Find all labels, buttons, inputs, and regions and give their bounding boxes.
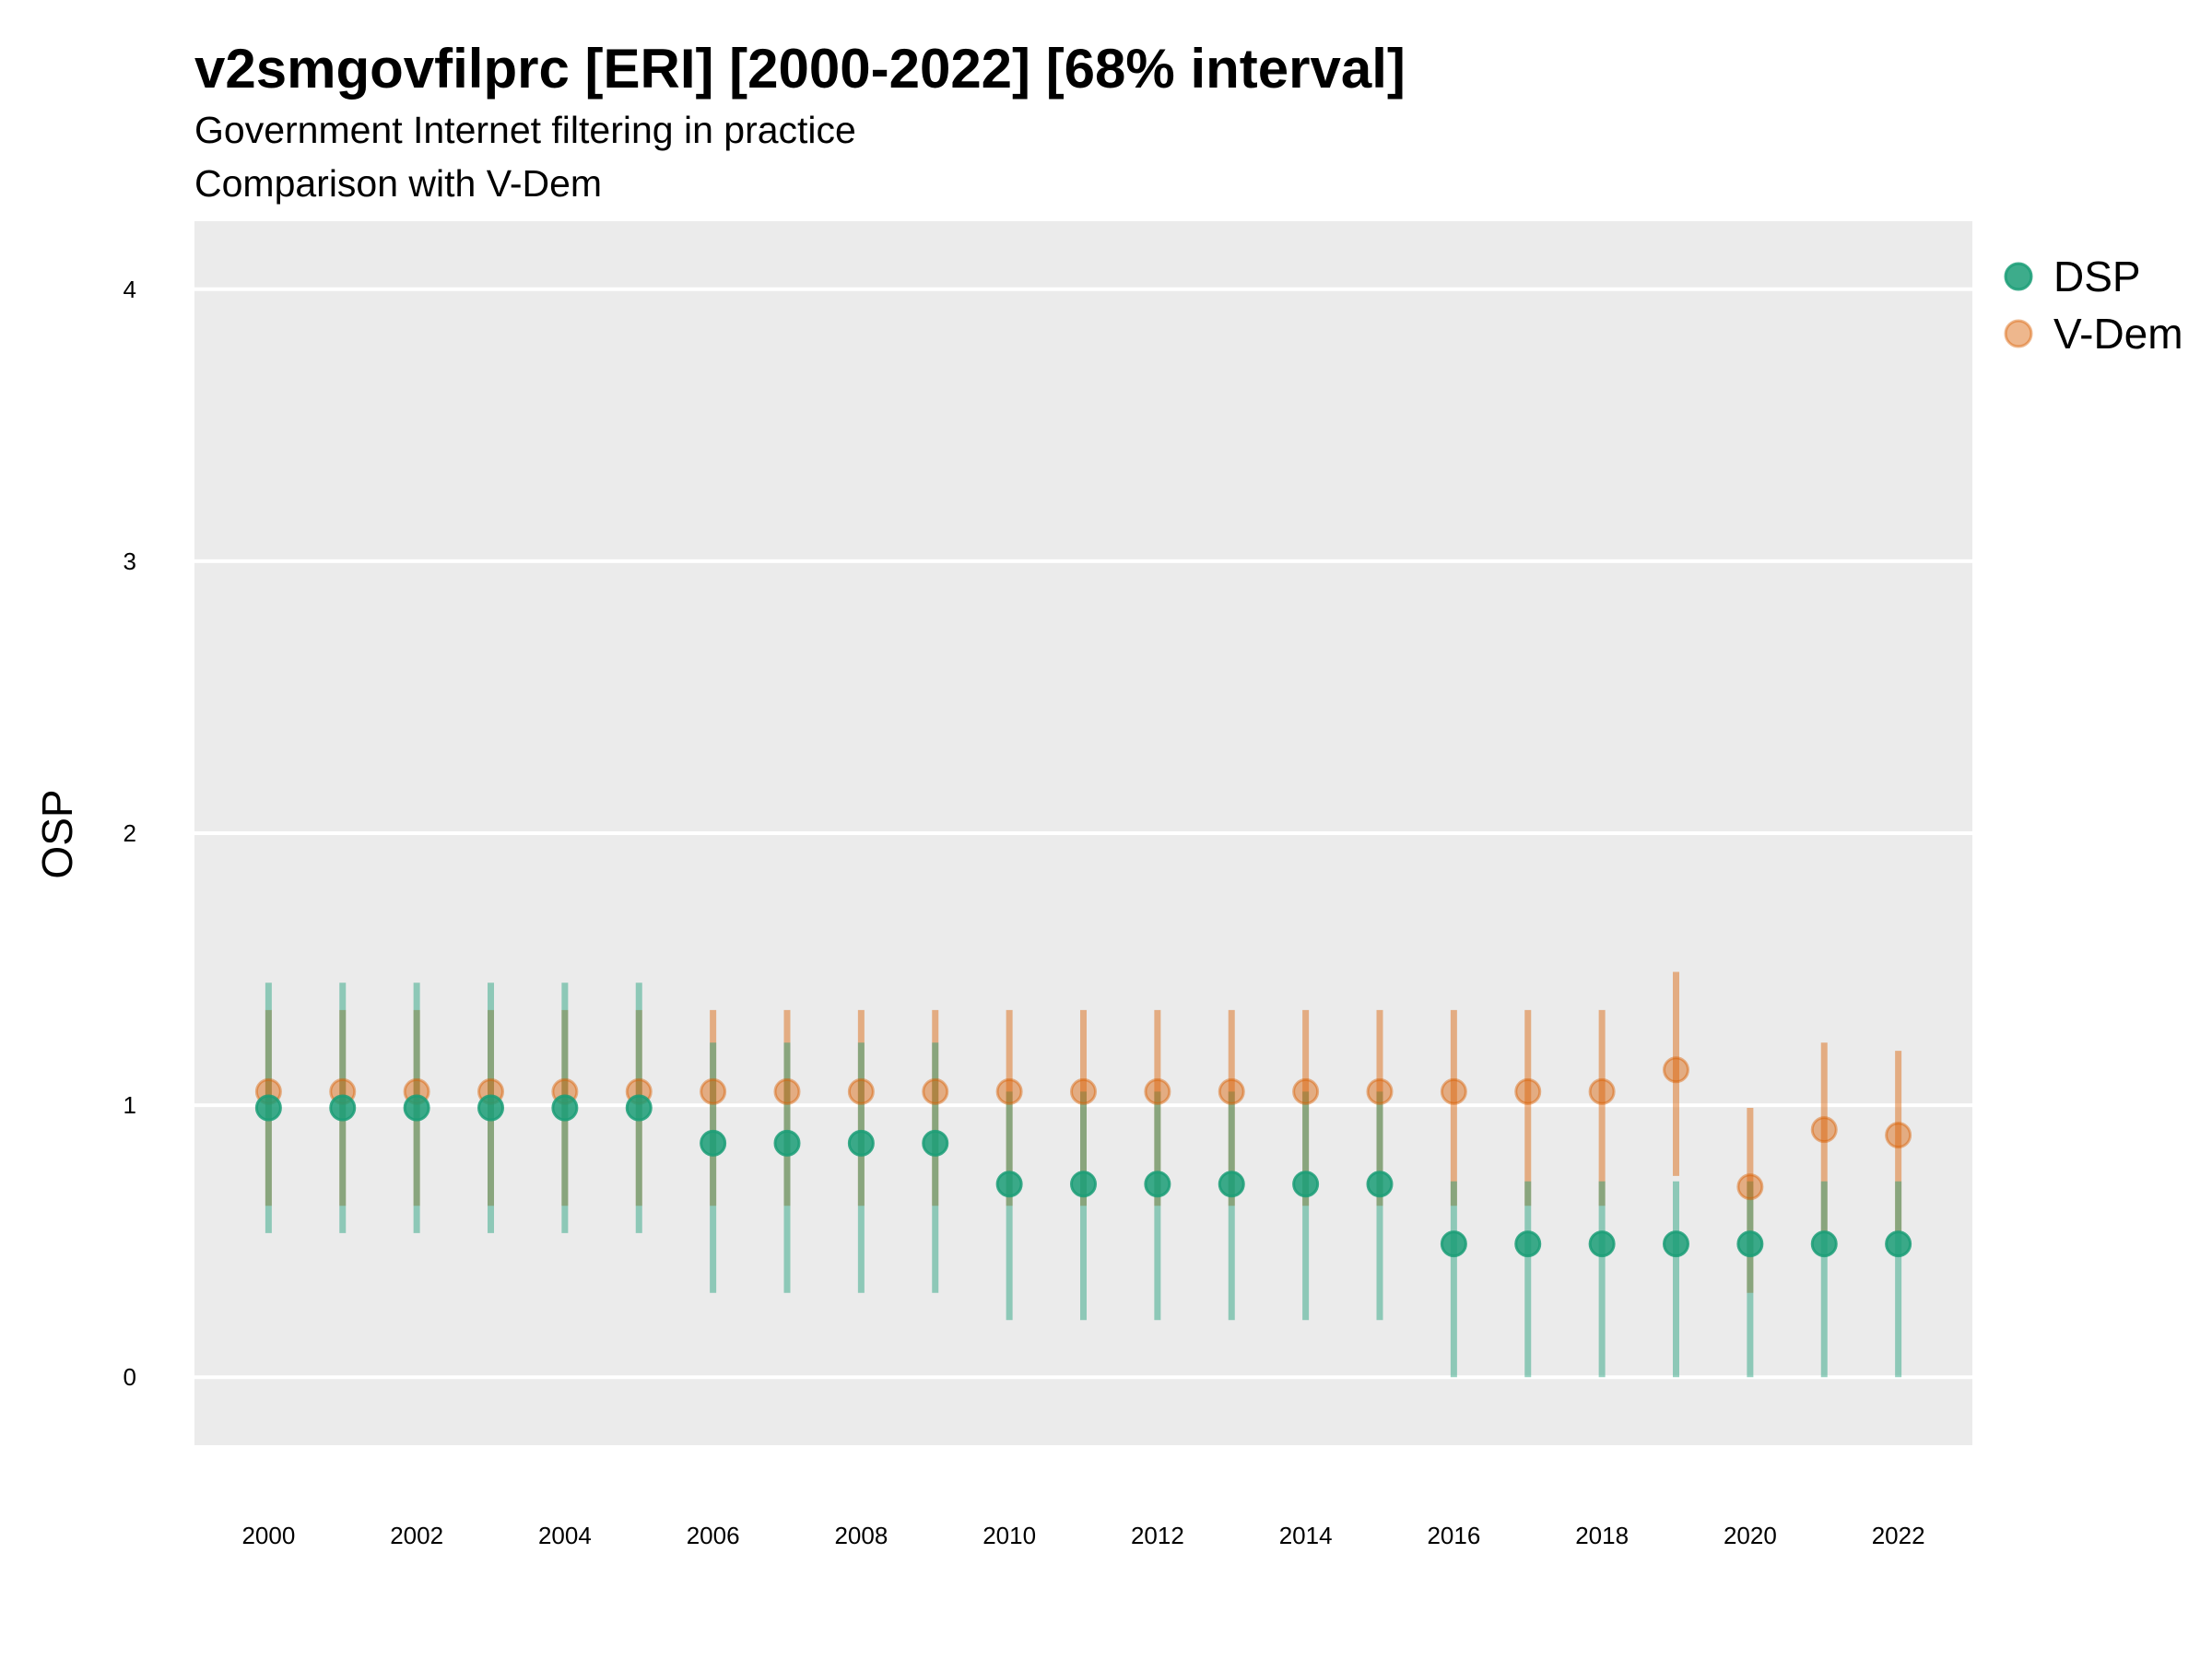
legend: DSP V-Dem [2004, 253, 2183, 358]
v-dem-point [847, 1077, 875, 1105]
chart-subtitle-comparison: Comparison with V-Dem [194, 162, 602, 205]
x-tick-label: 2004 [538, 1522, 592, 1549]
dsp-point [1514, 1230, 1542, 1258]
data-points [254, 1056, 1912, 1258]
dsp-point [1736, 1230, 1764, 1258]
chart-title: v2smgovfilprc [ERI] [2000-2022] [68% int… [194, 38, 1406, 100]
y-tick-label: 0 [124, 1363, 136, 1391]
v-dem-point [773, 1077, 801, 1105]
dsp-point [1144, 1171, 1171, 1198]
dsp-point [1810, 1230, 1838, 1258]
v-dem-point [1810, 1116, 1838, 1144]
dsp-point [1663, 1230, 1689, 1258]
dsp-point [625, 1094, 653, 1122]
x-tick-label: 2008 [834, 1522, 888, 1549]
dsp-point [773, 1129, 801, 1157]
v-dem-point [1218, 1077, 1245, 1105]
y-tick-label: 2 [124, 819, 136, 847]
x-tick-label: 2000 [241, 1522, 295, 1549]
x-tick-label: 2014 [1279, 1522, 1333, 1549]
dsp-point [922, 1129, 949, 1157]
v-dem-point [1588, 1077, 1616, 1105]
y-axis-label: OSP [33, 789, 81, 878]
v-dem-point [1366, 1077, 1394, 1105]
dsp-point [847, 1129, 875, 1157]
v-dem-point [1070, 1077, 1097, 1105]
x-tick-label: 2002 [390, 1522, 443, 1549]
dsp-point [700, 1129, 727, 1157]
dsp-point [403, 1094, 430, 1122]
x-tick-label: 2018 [1575, 1522, 1629, 1549]
v-dem-point [1144, 1077, 1171, 1105]
x-tick-label: 2022 [1872, 1522, 1925, 1549]
dsp-point [329, 1094, 357, 1122]
dsp-point [477, 1094, 504, 1122]
y-tick-label: 4 [124, 276, 136, 303]
x-tick-label: 2006 [687, 1522, 740, 1549]
v-dem-point [1663, 1056, 1689, 1084]
dsp-point [1292, 1171, 1320, 1198]
y-tick-label: 3 [124, 547, 136, 575]
v-dem-point [1440, 1077, 1467, 1105]
x-axis-ticks: 2000 2002 2004 2006 2008 2010 2012 2014 2016 2018… [241, 1522, 1924, 1549]
v-dem-point [1514, 1077, 1542, 1105]
v-dem-point [700, 1077, 727, 1105]
legend-marker-v-dem [2004, 319, 2033, 348]
dsp-point [1366, 1171, 1394, 1198]
x-tick-label: 2012 [1131, 1522, 1184, 1549]
dsp-point [254, 1094, 282, 1122]
dsp-point [1588, 1230, 1616, 1258]
legend-label-v-dem: V-Dem [2053, 310, 2183, 358]
x-tick-label: 2016 [1427, 1522, 1480, 1549]
dsp-point [995, 1171, 1023, 1198]
dsp-point [1440, 1230, 1467, 1258]
v-dem-point [1885, 1122, 1912, 1149]
v-dem-point [1292, 1077, 1320, 1105]
legend-label-dsp: DSP [2053, 253, 2141, 300]
dsp-point [1070, 1171, 1097, 1198]
dsp-point [1218, 1171, 1245, 1198]
chart-subtitle: Government Internet filtering in practic… [194, 109, 856, 151]
x-tick-label: 2010 [982, 1522, 1036, 1549]
x-tick-label: 2020 [1724, 1522, 1777, 1549]
v-dem-point [995, 1077, 1023, 1105]
legend-marker-dsp [2004, 262, 2033, 291]
v-dem-point [922, 1077, 949, 1105]
y-tick-label: 1 [124, 1091, 136, 1119]
y-axis-ticks: 0 1 2 3 4 [124, 276, 136, 1391]
dsp-point [551, 1094, 579, 1122]
v-dem-point [1736, 1173, 1764, 1201]
dsp-point [1885, 1230, 1912, 1258]
